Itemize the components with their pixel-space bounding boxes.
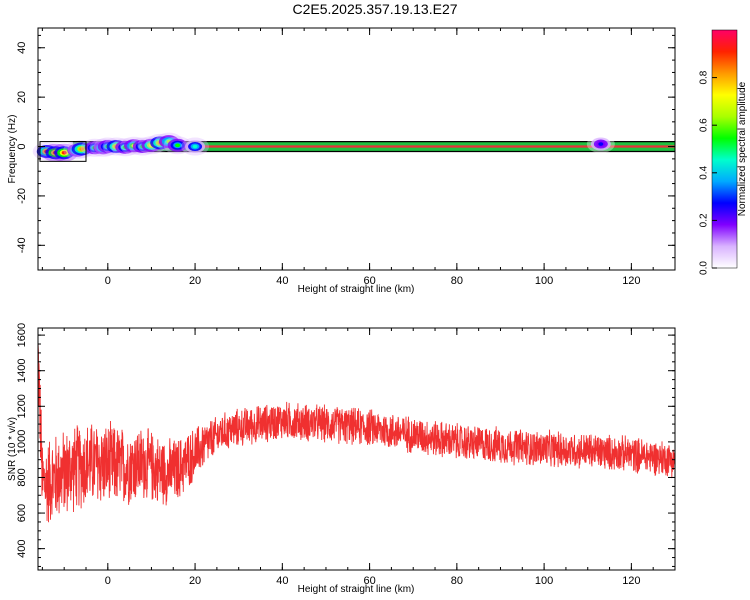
spectrogram-x-tick-label: 100 <box>535 275 553 287</box>
snr-x-tick-label: 60 <box>363 575 375 587</box>
snr-marks <box>37 341 676 523</box>
spectrogram-x-tick-label: 60 <box>363 275 375 287</box>
colorbar: 0.0 0.2 0.4 0.6 0.8 Normalized spectral ampl… <box>699 29 748 275</box>
spectrogram-early-segment <box>39 141 87 162</box>
colorbar-label: Normalized spectral amplitude <box>737 81 748 216</box>
snr-x-tick-label: 120 <box>622 575 640 587</box>
spectrogram-y-tick-label: 0 <box>16 143 28 149</box>
snr-panel: 0 20 40 60 80 100 120 400 600 800 1000 1200 1400 160… <box>7 323 676 595</box>
colorbar-tick-label: 0.0 <box>699 261 710 275</box>
spectrogram-y-axis-label: Frequency (Hz) <box>7 115 18 184</box>
colorbar-gradient <box>711 29 738 269</box>
spectrogram-energy-blob <box>175 143 181 148</box>
spectrogram-y-tick-label: 40 <box>16 42 28 54</box>
snr-x-tick-label: 20 <box>189 575 201 587</box>
colorbar-ticks: 0.0 0.2 0.4 0.6 0.8 <box>699 70 717 275</box>
spectrogram-x-tick-label: 0 <box>105 275 111 287</box>
snr-y-tick-label: 1200 <box>16 394 28 418</box>
colorbar-tick-label: 0.4 <box>699 165 710 179</box>
spectrogram-y-ticks: -40 -20 0 20 40 <box>16 34 675 271</box>
spectrogram-x-tick-label: 120 <box>622 275 640 287</box>
spectrogram-energy-blob <box>192 144 198 149</box>
snr-x-tick-label: 100 <box>535 575 553 587</box>
spectrogram-y-tick-label: -40 <box>16 237 28 253</box>
spectrogram-marks <box>32 132 675 162</box>
spectrogram-x-ticks: 0 20 40 60 80 100 120 <box>41 28 676 287</box>
snr-y-tick-label: 1000 <box>16 430 28 454</box>
snr-y-tick-label: 1400 <box>16 358 28 382</box>
spectrogram-y-tick-label: -20 <box>16 188 28 204</box>
figure-title: C2E5.2025.357.19.13.E27 <box>292 1 457 17</box>
spectrogram-frame <box>37 27 676 271</box>
spectrogram-panel: 0 20 40 60 80 100 120 -40 -20 0 20 40 Height of st… <box>7 27 676 295</box>
spectrogram-energy-blob <box>79 147 85 151</box>
spectrogram-x-axis-label: Height of straight line (km) <box>298 284 415 295</box>
snr-series-line <box>37 341 676 523</box>
snr-y-tick-label: 800 <box>16 468 28 486</box>
snr-x-ticks: 0 20 40 60 80 100 120 <box>41 328 676 587</box>
spectrogram-x-tick-label: 20 <box>189 275 201 287</box>
snr-x-tick-label: 80 <box>451 575 463 587</box>
spectrogram-x-tick-label: 40 <box>276 275 288 287</box>
snr-y-ticks: 400 600 800 1000 1200 1400 1600 <box>16 323 675 567</box>
spectrogram-y-tick-label: 20 <box>16 91 28 103</box>
spectrogram-energy-blob <box>598 142 604 146</box>
snr-frame <box>37 327 676 571</box>
colorbar-tick-label: 0.8 <box>699 70 710 84</box>
snr-x-tick-label: 0 <box>105 575 111 587</box>
snr-y-axis-label: SNR (10 * v/v) <box>7 417 18 481</box>
snr-y-tick-label: 400 <box>16 539 28 557</box>
snr-x-axis-label: Height of straight line (km) <box>298 584 415 595</box>
colorbar-tick-label: 0.6 <box>699 118 710 132</box>
snr-y-tick-label: 1600 <box>16 323 28 347</box>
spectrogram-x-tick-label: 80 <box>451 275 463 287</box>
spectrogram-energy-blob <box>61 150 67 155</box>
snr-x-tick-label: 40 <box>276 575 288 587</box>
colorbar-tick-label: 0.2 <box>699 213 710 227</box>
snr-y-tick-label: 600 <box>16 504 28 522</box>
